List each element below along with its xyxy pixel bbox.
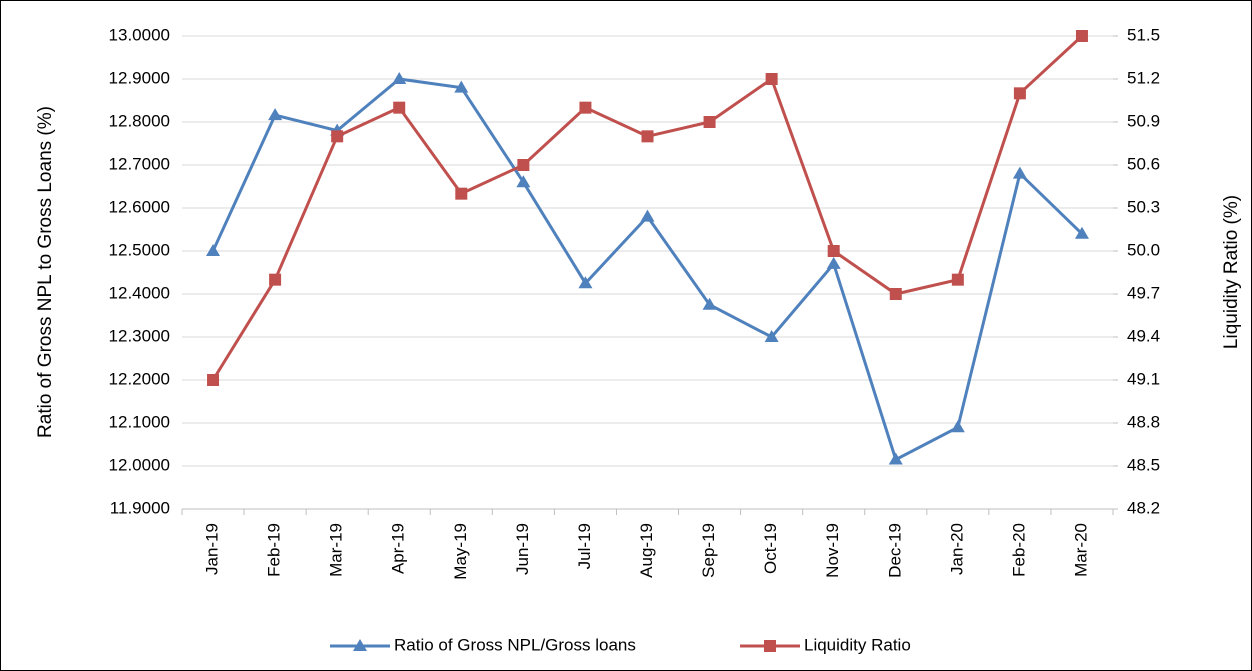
data-point (353, 639, 367, 651)
x-tick-label: Sep-19 (699, 523, 718, 578)
y2-tick-label: 50.3 (1127, 197, 1160, 216)
y-tick-label: 12.8000 (109, 111, 170, 130)
legend-label: Ratio of Gross NPL/Gross loans (394, 635, 636, 654)
data-point (1013, 87, 1026, 100)
data-point (1075, 30, 1088, 42)
data-point (268, 108, 283, 121)
data-point (765, 73, 778, 85)
y-tick-label: 12.2000 (109, 369, 170, 388)
y-tick-label: 12.1000 (109, 412, 170, 431)
x-tick-label: Oct-19 (761, 523, 780, 574)
y2-tick-label: 49.1 (1127, 369, 1160, 388)
y2-tick-label: 49.7 (1127, 283, 1160, 302)
y2-tick-label: 51.2 (1127, 68, 1160, 87)
data-point (827, 245, 840, 257)
data-point (1074, 226, 1089, 239)
data-point (269, 273, 282, 286)
data-point (889, 288, 902, 300)
data-point (393, 101, 406, 114)
y2-axis-title: Liquidity Ratio (%) (1221, 195, 1242, 349)
data-point (516, 175, 531, 188)
y-tick-label: 12.9000 (109, 68, 170, 87)
data-point (392, 72, 407, 84)
x-tick-label: Nov-19 (823, 523, 842, 578)
y2-tick-label: 50.9 (1127, 111, 1160, 130)
y-tick-label: 12.5000 (109, 240, 170, 259)
x-tick-label: Dec-19 (885, 523, 904, 578)
data-point (579, 101, 592, 114)
x-tick-label: May-19 (451, 523, 470, 580)
x-tick-label: Mar-20 (1071, 523, 1090, 577)
data-point (764, 640, 776, 652)
x-tick-label: Feb-20 (1009, 523, 1028, 577)
data-point (826, 256, 841, 269)
data-point (206, 244, 221, 256)
y-tick-label: 12.4000 (109, 283, 170, 302)
y2-tick-label: 51.5 (1127, 25, 1160, 44)
data-point (764, 330, 779, 342)
x-tick-label: Apr-19 (389, 523, 408, 574)
data-point (641, 130, 654, 143)
x-tick-label: Jan-19 (203, 523, 222, 575)
y-tick-label: 12.7000 (109, 154, 170, 173)
legend-label: Liquidity Ratio (804, 635, 911, 654)
data-point (1012, 166, 1027, 179)
y-tick-label: 12.0000 (109, 455, 170, 474)
x-tick-label: Jul-19 (575, 523, 594, 569)
x-tick-label: Jan-20 (947, 523, 966, 575)
y2-tick-label: 49.4 (1127, 326, 1160, 345)
y-tick-label: 12.3000 (109, 326, 170, 345)
data-point (578, 276, 593, 289)
data-point (950, 420, 965, 433)
x-tick-label: Aug-19 (637, 523, 656, 578)
y2-tick-label: 50.6 (1127, 154, 1160, 173)
data-point (517, 159, 530, 171)
y2-tick-label: 48.2 (1127, 498, 1160, 517)
y-axis-title: Ratio of Gross NPL to Gross Loans (%) (35, 106, 56, 438)
data-point (703, 116, 716, 128)
data-point (331, 130, 344, 143)
data-point (207, 374, 220, 386)
data-point (640, 209, 655, 222)
data-point (454, 80, 469, 93)
data-point (888, 452, 903, 465)
x-tick-label: Mar-19 (327, 523, 346, 577)
y-tick-label: 13.0000 (109, 25, 170, 44)
y2-tick-label: 48.5 (1127, 455, 1160, 474)
y2-tick-label: 50.0 (1127, 240, 1160, 259)
y2-tick-label: 48.8 (1127, 412, 1160, 431)
x-tick-label: Feb-19 (265, 523, 284, 577)
data-point (951, 273, 964, 286)
y-tick-label: 11.9000 (110, 498, 170, 517)
data-point (702, 297, 717, 310)
x-tick-label: Jun-19 (513, 523, 532, 575)
y-tick-label: 12.6000 (109, 197, 170, 216)
data-point (455, 187, 468, 200)
